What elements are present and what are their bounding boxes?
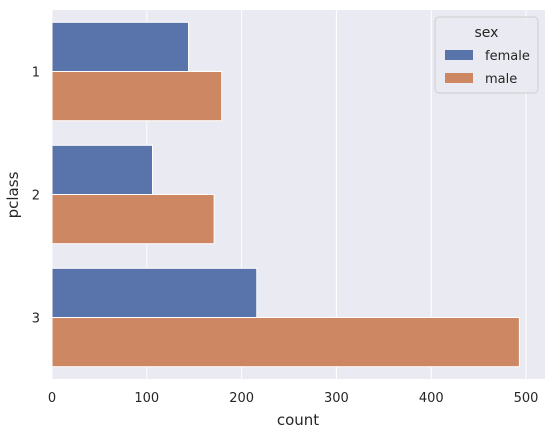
legend-swatch-male: [445, 73, 473, 83]
bar-pclass-3-male: [51, 317, 520, 368]
bar-pclass-3-female: [51, 267, 258, 318]
y-tick-labels: 1 2 3: [32, 66, 40, 327]
y-tick-label-1: 1: [32, 66, 40, 81]
x-tick-label-0: 0: [48, 391, 56, 406]
bars: [51, 21, 520, 368]
x-tick-labels: 0 100 200 300 400 500: [48, 391, 539, 406]
x-tick-label-300: 300: [324, 391, 349, 406]
legend-label-male: male: [485, 72, 517, 87]
bar-pclass-1-male: [51, 71, 223, 122]
bar-pclass-2-male: [51, 194, 215, 245]
y-tick-label-2: 2: [32, 189, 40, 204]
x-tick-label-400: 400: [419, 391, 444, 406]
bar-pclass-2-female: [51, 144, 153, 196]
x-tick-label-200: 200: [229, 391, 254, 406]
legend-swatch-female: [445, 50, 473, 60]
x-axis-label: count: [277, 411, 319, 429]
bar-pclass-1-female: [51, 21, 190, 72]
legend-label-female: female: [485, 49, 530, 64]
y-tick-label-3: 3: [32, 312, 40, 327]
legend-title: sex: [475, 25, 499, 41]
legend: sex female male: [434, 16, 539, 94]
y-axis-label: pclass: [4, 171, 22, 218]
x-tick-label-500: 500: [514, 391, 539, 406]
x-tick-label-100: 100: [134, 391, 159, 406]
